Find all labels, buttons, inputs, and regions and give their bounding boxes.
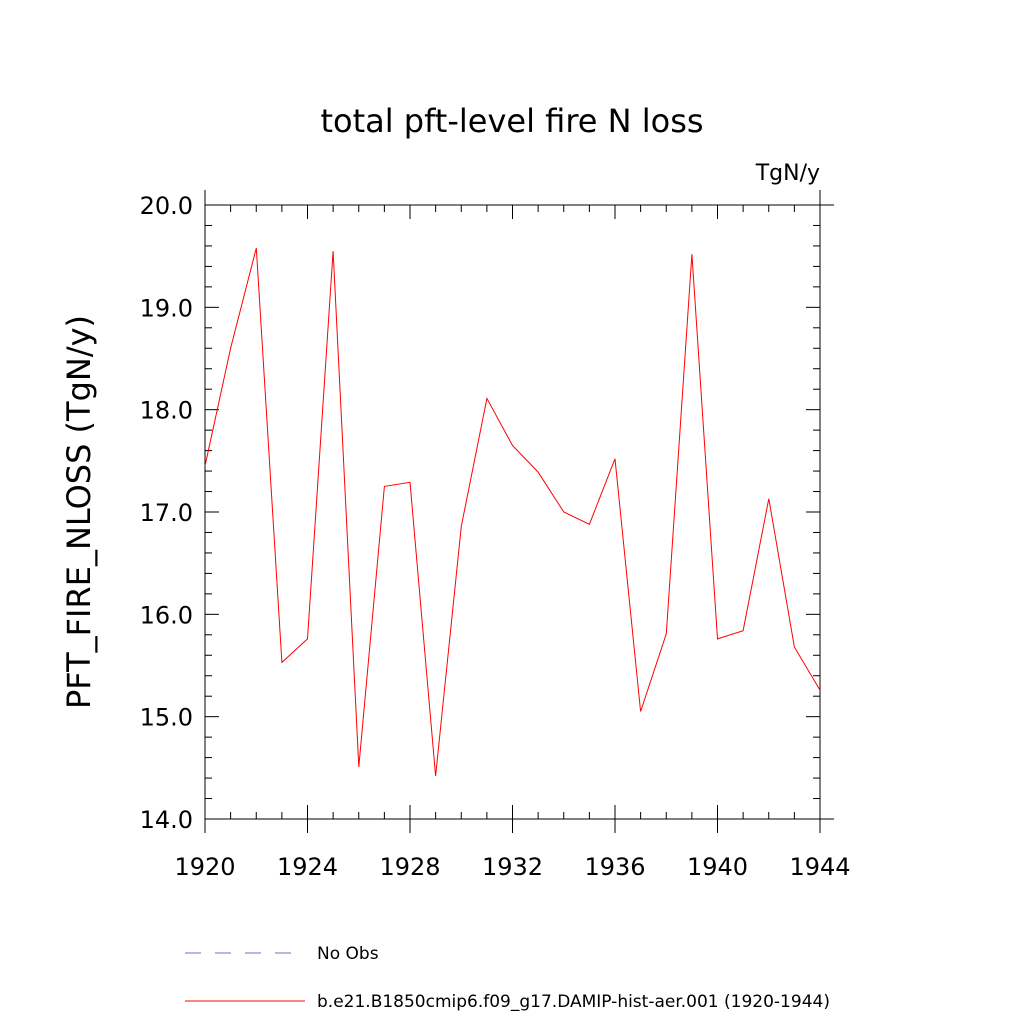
y-tick-label: 19.0 xyxy=(140,294,193,322)
y-tick-label: 15.0 xyxy=(140,704,193,732)
y-tick-label: 16.0 xyxy=(140,601,193,629)
legend: No Obs b.e21.B1850cmip6.f09_g17.DAMIP-his… xyxy=(185,944,830,1012)
y-tick-label: 14.0 xyxy=(140,806,193,834)
chart-title: total pft-level fire N loss xyxy=(320,102,703,140)
y-axis-label: PFT_FIRE_NLOSS (TgN/y) xyxy=(60,315,98,709)
x-tick-label: 1940 xyxy=(687,853,748,881)
series-layer xyxy=(204,247,821,777)
legend-label-1: No Obs xyxy=(317,944,379,964)
x-tick-label: 1936 xyxy=(584,853,645,881)
units-label: TgN/y xyxy=(755,161,820,186)
x-tick-label: 1920 xyxy=(174,853,235,881)
axis-tick-labels: 14.0 15.0 16.0 17.0 18.0 19.0 20.0 1920 1924 1928… xyxy=(140,192,851,881)
x-tick-label: 1924 xyxy=(277,853,338,881)
x-tick-label: 1944 xyxy=(789,853,850,881)
x-tick-label: 1932 xyxy=(482,853,543,881)
plot-frame xyxy=(204,190,834,820)
x-tick-label: 1928 xyxy=(379,853,440,881)
y-tick-label: 18.0 xyxy=(140,397,193,425)
series-line-1 xyxy=(204,247,821,777)
legend-label-2: b.e21.B1850cmip6.f09_g17.DAMIP-hist-aer.… xyxy=(317,992,830,1012)
axis-ticks xyxy=(204,204,821,833)
y-tick-label: 17.0 xyxy=(140,499,193,527)
y-tick-label: 20.0 xyxy=(140,192,193,220)
